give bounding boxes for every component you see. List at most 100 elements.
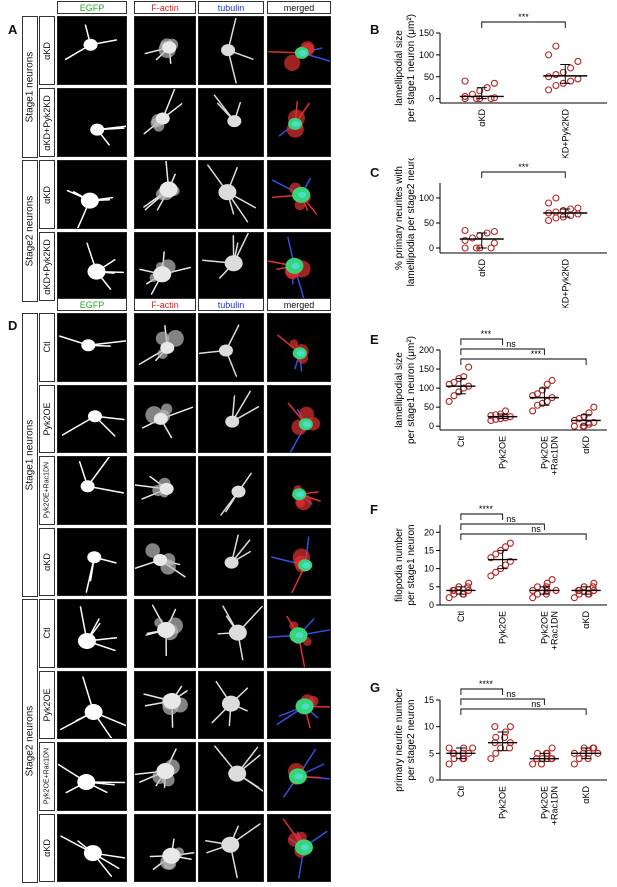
micrograph-cell — [267, 456, 331, 525]
micrograph-cell — [57, 456, 127, 525]
y-tick-label: 200 — [419, 345, 434, 355]
y-axis-label: % primary neurites withlamellipodia per … — [394, 158, 417, 286]
category-label: Pyk2OE+Rac1DN — [539, 786, 559, 825]
panel-letter-a: A — [8, 22, 18, 37]
data-point — [501, 543, 510, 551]
data-point — [574, 75, 582, 83]
data-point — [501, 407, 510, 415]
micrograph-cell — [267, 384, 331, 453]
micrograph-cell — [267, 670, 331, 739]
row-label: αKD+Pyk2KD — [39, 232, 55, 301]
chart-c: 0 50 100% primary neurites withlamellipodi… — [394, 158, 607, 308]
y-axis-label: lamellipodial sizeper stage1 neuron (μm²… — [394, 14, 417, 122]
micrograph-cell — [198, 16, 264, 85]
micrograph-cell — [57, 16, 127, 85]
y-tick-label: 0 — [429, 600, 434, 610]
micrograph-cell — [267, 527, 331, 596]
data-point — [492, 749, 500, 757]
data-point — [487, 411, 495, 420]
data-point — [574, 204, 582, 212]
category-label: Pyk2OE — [498, 611, 508, 644]
category-label: Ctl — [456, 786, 466, 797]
data-point — [487, 572, 495, 580]
data-point — [506, 539, 514, 547]
data-point — [567, 64, 575, 72]
stage-label: Stage2 neurons — [22, 599, 38, 883]
micrograph-cell — [198, 232, 264, 301]
data-point — [552, 42, 560, 50]
data-point — [574, 210, 582, 218]
channel-header-merged: merged — [267, 298, 331, 311]
data-point — [552, 81, 560, 90]
data-point — [533, 390, 542, 398]
micrograph-cell — [57, 813, 127, 882]
significance-bracket — [481, 171, 566, 178]
category-label: αKD — [581, 436, 591, 454]
micrograph-cell — [57, 670, 127, 739]
row-label: αKD — [39, 160, 55, 229]
y-tick-label: 50 — [424, 72, 434, 82]
data-point — [505, 744, 514, 752]
category-label: Pyk2OE+Rac1DN — [539, 611, 559, 650]
chart-f: 0 5 10 15 20 filopodia numberper stage1 neuro… — [394, 504, 607, 650]
data-point — [468, 234, 476, 242]
significance-label: ns — [531, 524, 541, 534]
y-tick-label: 15 — [424, 545, 434, 555]
data-point — [445, 760, 453, 768]
micrograph-cell — [134, 232, 196, 301]
data-point — [548, 744, 556, 752]
significance-label: **** — [479, 679, 494, 689]
micrograph-cell — [134, 599, 196, 668]
y-tick-label: 150 — [419, 28, 434, 38]
micrograph-cell — [198, 456, 264, 525]
micrograph-cell — [198, 670, 264, 739]
data-point — [570, 594, 578, 602]
data-point — [465, 579, 473, 587]
micrograph-cell — [198, 160, 264, 229]
significance-label: ns — [531, 699, 541, 709]
category-label: αKD — [477, 109, 487, 127]
micrograph-cell — [57, 160, 127, 229]
micrograph-cell — [267, 232, 331, 301]
category-label: αKD+Pyk2KD — [560, 259, 570, 308]
data-point — [567, 77, 575, 85]
micrograph-cell — [267, 313, 331, 382]
data-point — [552, 214, 560, 222]
category-label: αKD — [581, 786, 591, 804]
stage-label: Stage1 neurons — [22, 16, 38, 158]
y-tick-label: 10 — [424, 564, 434, 574]
significance-bracket — [460, 698, 545, 705]
y-tick-label: 0 — [429, 94, 434, 104]
micrograph-cell — [134, 742, 196, 811]
data-point — [590, 403, 598, 411]
data-point — [543, 380, 551, 388]
data-point — [487, 95, 495, 103]
data-point — [590, 418, 598, 426]
y-tick-label: 100 — [419, 193, 434, 203]
data-point — [545, 86, 553, 94]
significance-label: *** — [518, 162, 529, 172]
panel-letter-g: G — [370, 680, 381, 695]
data-point — [461, 95, 469, 103]
channel-header-tubulin: tubulin — [198, 298, 264, 311]
micrograph-cell — [198, 88, 264, 157]
row-label: Ctl — [39, 313, 55, 382]
micrograph-cell — [57, 232, 127, 301]
data-point — [548, 376, 556, 385]
y-tick-label: 100 — [419, 383, 434, 393]
data-point — [552, 208, 560, 216]
data-point — [490, 94, 498, 102]
significance-bracket — [460, 358, 587, 365]
channel-header-egfp: EGFP — [57, 298, 127, 311]
row-label: Pyk2OE — [39, 670, 55, 739]
significance-bracket — [460, 348, 545, 355]
data-point — [461, 244, 469, 252]
data-point — [490, 79, 498, 87]
data-point — [455, 388, 463, 396]
row-label: Ctl — [39, 599, 55, 668]
data-point — [585, 409, 593, 417]
data-point — [545, 199, 553, 207]
significance-label: *** — [481, 329, 492, 339]
data-point — [501, 733, 509, 741]
category-label: Pyk2OE — [498, 786, 508, 819]
